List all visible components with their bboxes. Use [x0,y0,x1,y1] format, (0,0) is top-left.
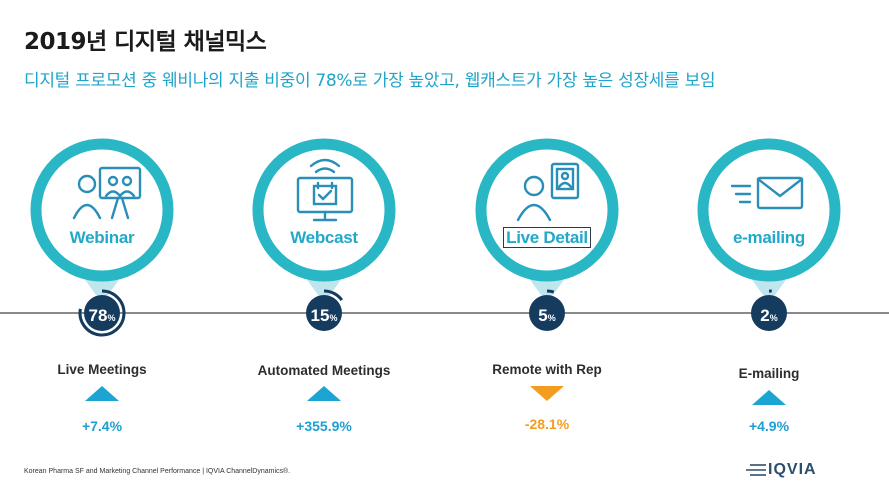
share-value: 15% [310,306,338,325]
page-subtitle: 디지털 프로모션 중 웨비나의 지출 비중이 78%로 가장 높았고, 웹캐스트… [24,71,716,91]
arrow-up-icon [85,386,119,401]
channel-label: Live Detail [462,227,632,248]
monitor-broadcast-icon [296,158,354,222]
footer-source: Korean Pharma SF and Marketing Channel P… [24,468,291,475]
page-title: 2019년 디지털 채널믹스 [24,29,267,55]
share-arc [546,289,555,294]
pin-shape [30,138,174,337]
email-icon [730,176,804,210]
channel-webcast: Webcast 15% Automated Meetings +355.9% [239,130,409,450]
pin-shape [697,138,841,331]
arrow-up-icon [752,390,786,405]
share-arc [323,289,344,302]
change-value: +4.9% [748,418,790,434]
share-value: 78% [88,306,116,325]
channel-e-mailing: e-mailing 2% E-mailing +4.9% [684,130,854,450]
pin-shape [252,138,396,331]
logo-lines-icon [746,464,766,476]
arrow-up-icon [307,386,341,401]
metric-name: Automated Meetings [257,363,391,378]
share-arc [78,289,126,337]
meeting-icon [72,166,142,220]
arrow-down-icon [530,386,564,401]
iqvia-logo: IQVIA [746,461,866,479]
metric-name: E-mailing [738,366,800,381]
channel-live-detail: Live Detail 5% Remote with Rep -28.1% [462,130,632,450]
logo-text: IQVIA [768,461,817,478]
change-value: -28.1% [524,416,570,432]
channel-label: Webinar [69,228,135,247]
metric-name: Live Meetings [57,362,147,377]
channel-label: e-mailing [733,228,805,247]
share-arc-path [323,289,344,302]
rep-tablet-icon [516,162,580,222]
channel-label: Webcast [290,228,358,247]
change-value: +355.9% [296,418,352,434]
share-arc-path [546,289,555,294]
share-value: 2% [760,306,778,325]
share-value: 5% [538,306,556,325]
share-arc-path [78,289,126,337]
channel-webinar: Webinar 78% Live Meetings +7.4% [17,130,187,450]
change-value: +7.4% [81,418,123,434]
metric-name: Remote with Rep [492,362,602,377]
timeline-line [0,312,889,314]
